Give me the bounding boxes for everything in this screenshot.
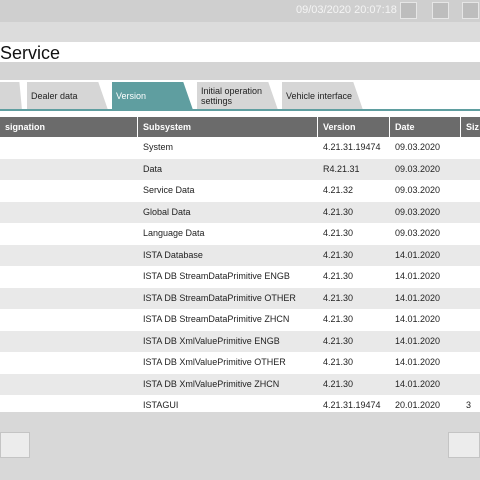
table-cell: Data [143, 163, 163, 174]
table-cell: 09.03.2020 [395, 163, 441, 174]
table-cell: 14.01.2020 [395, 249, 441, 260]
table-cell: ISTA Database [143, 249, 203, 260]
home-button[interactable] [400, 2, 417, 19]
table-cell: 4.21.30 [323, 228, 354, 238]
column-header[interactable]: Subsystem [138, 117, 318, 137]
version-table: signation Subsystem Version Date Siz System 4.… [0, 117, 480, 412]
table-cell: 3 [466, 400, 472, 410]
table-row[interactable]: ISTAGUI 4.21.31.19474 20.01.2020 3 [0, 395, 480, 412]
table-row[interactable]: ISTA DB StreamDataPrimitive ENGB 4.21.30 1… [0, 266, 480, 288]
table-row[interactable]: ISTA DB StreamDataPrimitive OTHER 4.21.30… [0, 287, 480, 309]
column-header[interactable]: Date [390, 117, 461, 137]
table-row[interactable]: ISTA Database 4.21.30 14.01.2020 [0, 244, 480, 266]
table-cell: 20.01.2020 [395, 400, 441, 410]
table-cell: 4.21.32 [323, 185, 354, 195]
table-cell: ISTA DB XmlValuePrimitive ZHCN [143, 378, 280, 389]
button[interactable] [448, 432, 480, 458]
table-row[interactable]: ISTA DB StreamDataPrimitive ZHCN 4.21.30 1… [0, 309, 480, 331]
table-row[interactable]: ISTA DB XmlValuePrimitive ENGB 4.21.30 14.… [0, 330, 480, 352]
table-cell: 09.03.2020 [395, 228, 441, 238]
column-header[interactable]: Siz [461, 117, 480, 137]
table-cell: 4.21.30 [323, 206, 354, 217]
tab[interactable]: Vehicle interface [282, 82, 363, 110]
button[interactable] [0, 432, 30, 458]
table-cell: 09.03.2020 [395, 185, 441, 195]
table-cell: 4.21.31.19474 [323, 142, 381, 152]
table-cell: 4.21.30 [323, 378, 354, 389]
toolbar [0, 22, 480, 42]
table-cell: R4.21.31 [323, 163, 360, 174]
table-cell: 14.01.2020 [395, 378, 441, 389]
sub-band [0, 62, 480, 80]
table-cell: 4.21.30 [323, 271, 354, 281]
table-cell: 14.01.2020 [395, 357, 441, 367]
table-cell: 14.01.2020 [395, 292, 441, 303]
page-title: Service [0, 43, 61, 63]
table-cell: 4.21.30 [323, 357, 354, 367]
manual-button[interactable] [432, 2, 449, 19]
datetime: 09/03/2020 20:07:18 [296, 4, 397, 16]
table-cell: Language Data [143, 228, 205, 238]
column-header[interactable]: signation [0, 117, 138, 137]
table-cell: 14.01.2020 [395, 314, 441, 324]
tab[interactable]: Dealer data [27, 82, 108, 110]
table-cell: ISTAGUI [143, 400, 179, 410]
table-row[interactable]: Language Data 4.21.30 09.03.2020 [0, 223, 480, 245]
table-cell: 4.21.30 [323, 314, 354, 324]
table-cell: Global Data [143, 206, 191, 217]
tab[interactable]: Initial operation settings [197, 82, 278, 110]
tab-line [0, 109, 480, 111]
tab[interactable]: Version [112, 82, 193, 110]
table-cell: ISTA DB StreamDataPrimitive ENGB [143, 271, 290, 281]
table-cell: 14.01.2020 [395, 335, 441, 346]
tab[interactable] [0, 82, 22, 110]
table-row[interactable]: Global Data 4.21.30 09.03.2020 [0, 201, 480, 223]
table-row[interactable]: ISTA DB XmlValuePrimitive ZHCN 4.21.30 14.… [0, 373, 480, 395]
table-cell: 14.01.2020 [395, 271, 441, 281]
settings-button[interactable] [462, 2, 479, 19]
table-cell: 4.21.30 [323, 335, 354, 346]
table-cell: 4.21.31.19474 [323, 400, 381, 410]
table-cell: ISTA DB XmlValuePrimitive ENGB [143, 335, 280, 346]
table-row[interactable]: Data R4.21.31 09.03.2020 [0, 158, 480, 180]
table-cell: 4.21.30 [323, 249, 354, 260]
table-cell: 09.03.2020 [395, 206, 441, 217]
top-bar [0, 0, 480, 22]
table-cell: ISTA DB StreamDataPrimitive OTHER [143, 292, 296, 303]
table-row[interactable]: System 4.21.31.19474 09.03.2020 [0, 137, 480, 159]
table-cell: ISTA DB StreamDataPrimitive ZHCN [143, 314, 290, 324]
table-cell: Service Data [143, 185, 195, 195]
table-row[interactable]: ISTA DB XmlValuePrimitive OTHER 4.21.30 14… [0, 352, 480, 374]
column-header[interactable]: Version [318, 117, 390, 137]
table-cell: ISTA DB XmlValuePrimitive OTHER [143, 357, 286, 367]
bottom-bar [0, 412, 480, 480]
table-cell: 4.21.30 [323, 292, 354, 303]
table-row[interactable]: Service Data 4.21.32 09.03.2020 [0, 180, 480, 202]
table-cell: 09.03.2020 [395, 142, 441, 152]
table-cell: System [143, 142, 174, 152]
